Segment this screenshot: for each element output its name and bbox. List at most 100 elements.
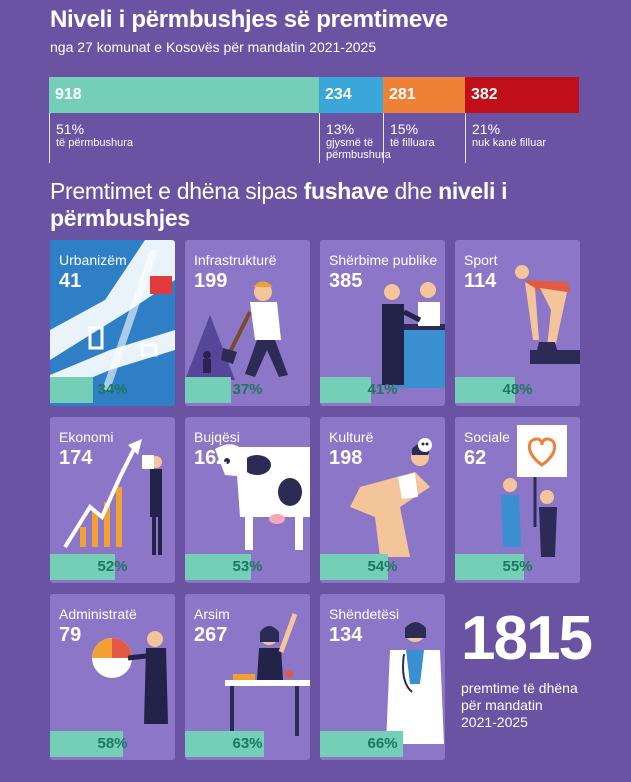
card-name: Ekonomi: [59, 429, 114, 445]
progress-fill: [455, 554, 524, 580]
progress-label: 54%: [367, 558, 398, 575]
card-name: Urbanizëm: [59, 252, 127, 268]
segment-count: 281: [389, 86, 416, 103]
swimmer-icon: [515, 265, 580, 364]
section-heading-part: Premtimet e dhëna sipas: [50, 178, 304, 204]
progress-bar: 37%: [185, 377, 310, 403]
progress-label: 63%: [232, 735, 263, 752]
progress-bar: 55%: [455, 554, 580, 580]
section-heading: Premtimet e dhëna sipas fushave dhe nive…: [50, 178, 631, 232]
card-count: 62: [464, 447, 487, 469]
card-count: 41: [59, 270, 82, 292]
progress-label: 41%: [367, 381, 398, 398]
stat-half: 13% gjysmë të përmbushura: [319, 113, 391, 163]
stat-label: gjysmë të përmbushura: [326, 137, 391, 161]
total-line: premtime të dhëna: [461, 680, 578, 696]
card-sherbime-publike: Shërbime publike 385 41%: [320, 240, 445, 406]
card-name: Arsim: [194, 606, 230, 622]
progress-fill: [185, 731, 264, 757]
progress-fill: [50, 731, 123, 757]
stat-percent: 51%: [56, 121, 85, 137]
progress-label: 37%: [232, 381, 263, 398]
progress-bar: 53%: [185, 554, 310, 580]
doctor-icon: [386, 622, 444, 744]
progress-bar: 52%: [50, 554, 175, 580]
total-line: për mandatin: [461, 697, 543, 713]
card-administrate: Administratë 79 58%: [50, 594, 175, 760]
card-count: 385: [329, 270, 363, 292]
progress-bar: 41%: [320, 377, 445, 403]
card-count: 174: [59, 447, 93, 469]
segment-count: 918: [55, 86, 82, 103]
progress-bar: 63%: [185, 731, 310, 757]
stat-percent: 13%: [326, 121, 355, 137]
stat-label: të filluara: [390, 137, 435, 149]
bar-segment-fulfilled: 918: [49, 77, 319, 113]
progress-label: 34%: [97, 381, 128, 398]
progress-fill: [50, 377, 93, 403]
progress-label: 66%: [367, 735, 398, 752]
progress-fill: [455, 377, 515, 403]
progress-fill: [50, 554, 115, 580]
city-map-icon: [50, 240, 175, 406]
stat-not-started: 21% nuk kanë filluar: [465, 113, 546, 163]
theater-actor-icon: [350, 438, 432, 557]
progress-fill: [185, 554, 252, 580]
card-kulture: Kulturë 198 54%: [320, 417, 445, 583]
progress-label: 55%: [502, 558, 533, 575]
progress-fill: [320, 377, 372, 403]
progress-bar: 34%: [50, 377, 175, 403]
stat-started: 15% të filluara: [383, 113, 435, 163]
card-arsim: Arsim 267 63%: [185, 594, 310, 760]
progress-fill: [320, 731, 403, 757]
section-heading-bold: fushave: [303, 178, 389, 204]
card-infrastrukture: Infrastrukturë 199 37%: [185, 240, 310, 406]
bar-segment-half: 234: [319, 77, 383, 113]
pie-chart-person-icon: [92, 631, 168, 724]
card-count: 79: [59, 624, 82, 646]
total-description: premtime të dhëna për mandatin 2021-2025: [461, 680, 591, 731]
card-bujqesi: Bujqësi 162 53%: [185, 417, 310, 583]
card-sport: Sport 114 48%: [455, 240, 580, 406]
card-count: 114: [464, 270, 497, 292]
card-count: 162: [194, 447, 228, 469]
card-count: 267: [194, 624, 228, 646]
segment-count: 234: [325, 86, 352, 103]
service-desk-icon: [382, 282, 445, 388]
card-count: 134: [329, 624, 363, 646]
growth-chart-icon: [63, 439, 162, 555]
cow-icon: [215, 444, 310, 550]
stat-label: të përmbushura: [56, 137, 134, 149]
progress-label: 58%: [97, 735, 128, 752]
progress-bar: 48%: [455, 377, 580, 403]
stat-percent: 15%: [390, 121, 419, 137]
card-name: Sport: [464, 252, 498, 268]
card-name: Infrastrukturë: [194, 252, 277, 268]
stat-percent: 21%: [472, 121, 501, 137]
page-subtitle: nga 27 komunat e Kosovës për mandatin 20…: [50, 39, 377, 55]
card-count: 199: [194, 270, 228, 292]
student-icon: [225, 613, 310, 736]
progress-fill: [320, 554, 388, 580]
card-count: 198: [329, 447, 363, 469]
card-name: Sociale: [464, 429, 510, 445]
section-heading-part: dhe: [388, 178, 439, 204]
progress-bar: 58%: [50, 731, 175, 757]
page-title: Niveli i përmbushjes së premtimeve: [50, 6, 448, 33]
stat-label: nuk kanë filluar: [472, 137, 546, 149]
card-name: Administratë: [59, 606, 137, 622]
progress-label: 52%: [97, 558, 128, 575]
total-number: 1815: [461, 604, 593, 673]
card-sociale: Sociale 62 55%: [455, 417, 580, 583]
card-ekonomi: Ekonomi 174 52%: [50, 417, 175, 583]
total-line: 2021-2025: [461, 714, 528, 730]
section-heading-bold: niveli i përmbushjes: [50, 178, 508, 231]
stat-fulfilled: 51% të përmbushura: [49, 113, 133, 163]
progress-label: 53%: [232, 558, 263, 575]
fulfillment-stacked-bar: 918 234 281 382: [49, 77, 579, 113]
progress-bar: 66%: [320, 731, 445, 757]
card-name: Shëndetësi: [329, 606, 400, 622]
card-shendetesi: Shëndetësi 134 66%: [320, 594, 445, 760]
card-urbanizem: Urbanizëm 41 34%: [50, 240, 175, 406]
progress-fill: [185, 377, 232, 403]
